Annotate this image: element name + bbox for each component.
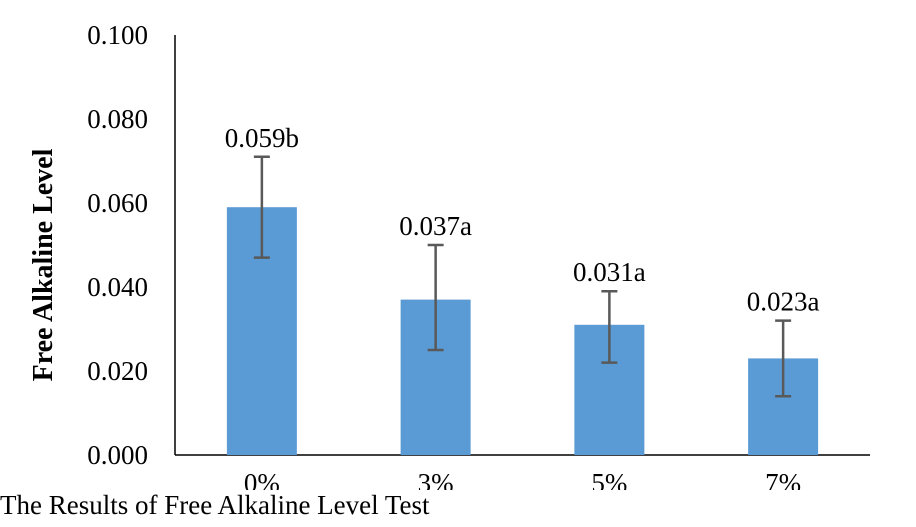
y-tick-label: 0.000 — [87, 440, 148, 470]
bars — [226, 207, 819, 455]
error-bars — [253, 155, 792, 398]
y-axis-ticks: 0.000 0.020 0.040 0.060 0.080 0.100 — [87, 20, 148, 470]
data-label: 0.037a — [399, 211, 472, 241]
x-tick-label: 7% — [765, 468, 801, 490]
figure-caption: The Results of Free Alkaline Level Test — [0, 490, 430, 520]
y-tick-label: 0.080 — [87, 104, 148, 134]
data-label: 0.023a — [747, 287, 820, 317]
error-bar — [253, 155, 270, 259]
data-label: 0.059b — [225, 123, 299, 153]
x-tick-label: 0% — [244, 468, 280, 490]
error-bar — [427, 243, 444, 352]
y-tick-label: 0.040 — [87, 272, 148, 302]
y-tick-label: 0.060 — [87, 188, 148, 218]
y-tick-label: 0.020 — [87, 356, 148, 386]
x-tick-label: 5% — [591, 468, 627, 490]
data-labels: 0.059b 0.037a 0.031a 0.023a — [225, 123, 820, 317]
y-axis-title: Free Alkaline Level — [28, 148, 59, 381]
error-bar — [775, 319, 792, 398]
x-tick-label: 3% — [418, 468, 454, 490]
data-label: 0.031a — [573, 257, 646, 287]
x-axis-ticks: 0% 3% 5% 7% — [244, 468, 801, 490]
error-bar — [601, 289, 618, 364]
y-tick-label: 0.100 — [87, 20, 148, 50]
